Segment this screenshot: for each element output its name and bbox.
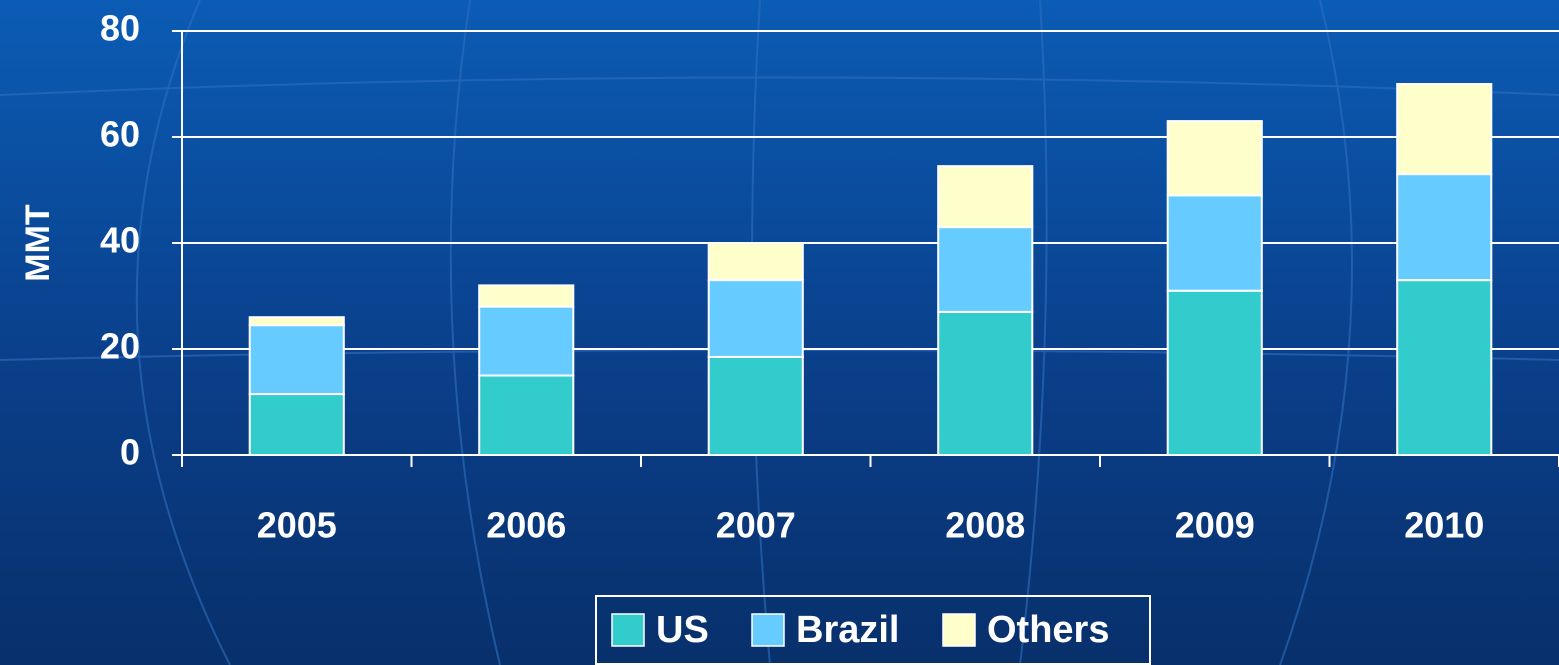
y-tick-label: 40 bbox=[100, 220, 140, 261]
bar-segment bbox=[1166, 194, 1263, 292]
bar-segment bbox=[937, 310, 1034, 456]
legend-label: US bbox=[656, 609, 709, 651]
bar-segment bbox=[1396, 83, 1493, 176]
bar-segment bbox=[937, 165, 1034, 229]
y-tick-label: 60 bbox=[100, 114, 140, 155]
bar-segment bbox=[707, 279, 804, 358]
legend-box bbox=[595, 595, 1151, 665]
x-tick-label: 2007 bbox=[716, 505, 796, 546]
legend-swatch bbox=[611, 613, 645, 647]
x-tick-label: 2008 bbox=[945, 505, 1025, 546]
bar-segment bbox=[478, 374, 575, 456]
y-tick-label: 0 bbox=[120, 432, 140, 473]
legend-label: Brazil bbox=[796, 609, 899, 651]
y-tick-label: 80 bbox=[100, 8, 140, 49]
x-tick-label: 2010 bbox=[1404, 505, 1484, 546]
bar-segment bbox=[1396, 173, 1493, 282]
bar-segment bbox=[248, 316, 345, 327]
legend: US Brazil Others bbox=[595, 595, 1151, 665]
x-tick-label: 2005 bbox=[257, 505, 337, 546]
bar-segment bbox=[1396, 279, 1493, 456]
legend-label: Others bbox=[987, 609, 1109, 651]
x-tick-label: 2009 bbox=[1175, 505, 1255, 546]
bar-segment bbox=[937, 226, 1034, 313]
bar-segment bbox=[478, 284, 575, 308]
legend-swatch bbox=[751, 613, 785, 647]
bar-segment bbox=[1166, 120, 1263, 197]
y-tick-label: 20 bbox=[100, 326, 140, 367]
legend-swatch bbox=[942, 613, 976, 647]
y-axis-label: MMT bbox=[19, 204, 57, 282]
bar-segment bbox=[707, 355, 804, 457]
bar-segment bbox=[478, 305, 575, 377]
bar-segment bbox=[248, 324, 345, 396]
bar-segment bbox=[248, 393, 345, 456]
bar-segment bbox=[1166, 289, 1263, 457]
x-tick-label: 2006 bbox=[486, 505, 566, 546]
bar-segment bbox=[707, 242, 804, 282]
